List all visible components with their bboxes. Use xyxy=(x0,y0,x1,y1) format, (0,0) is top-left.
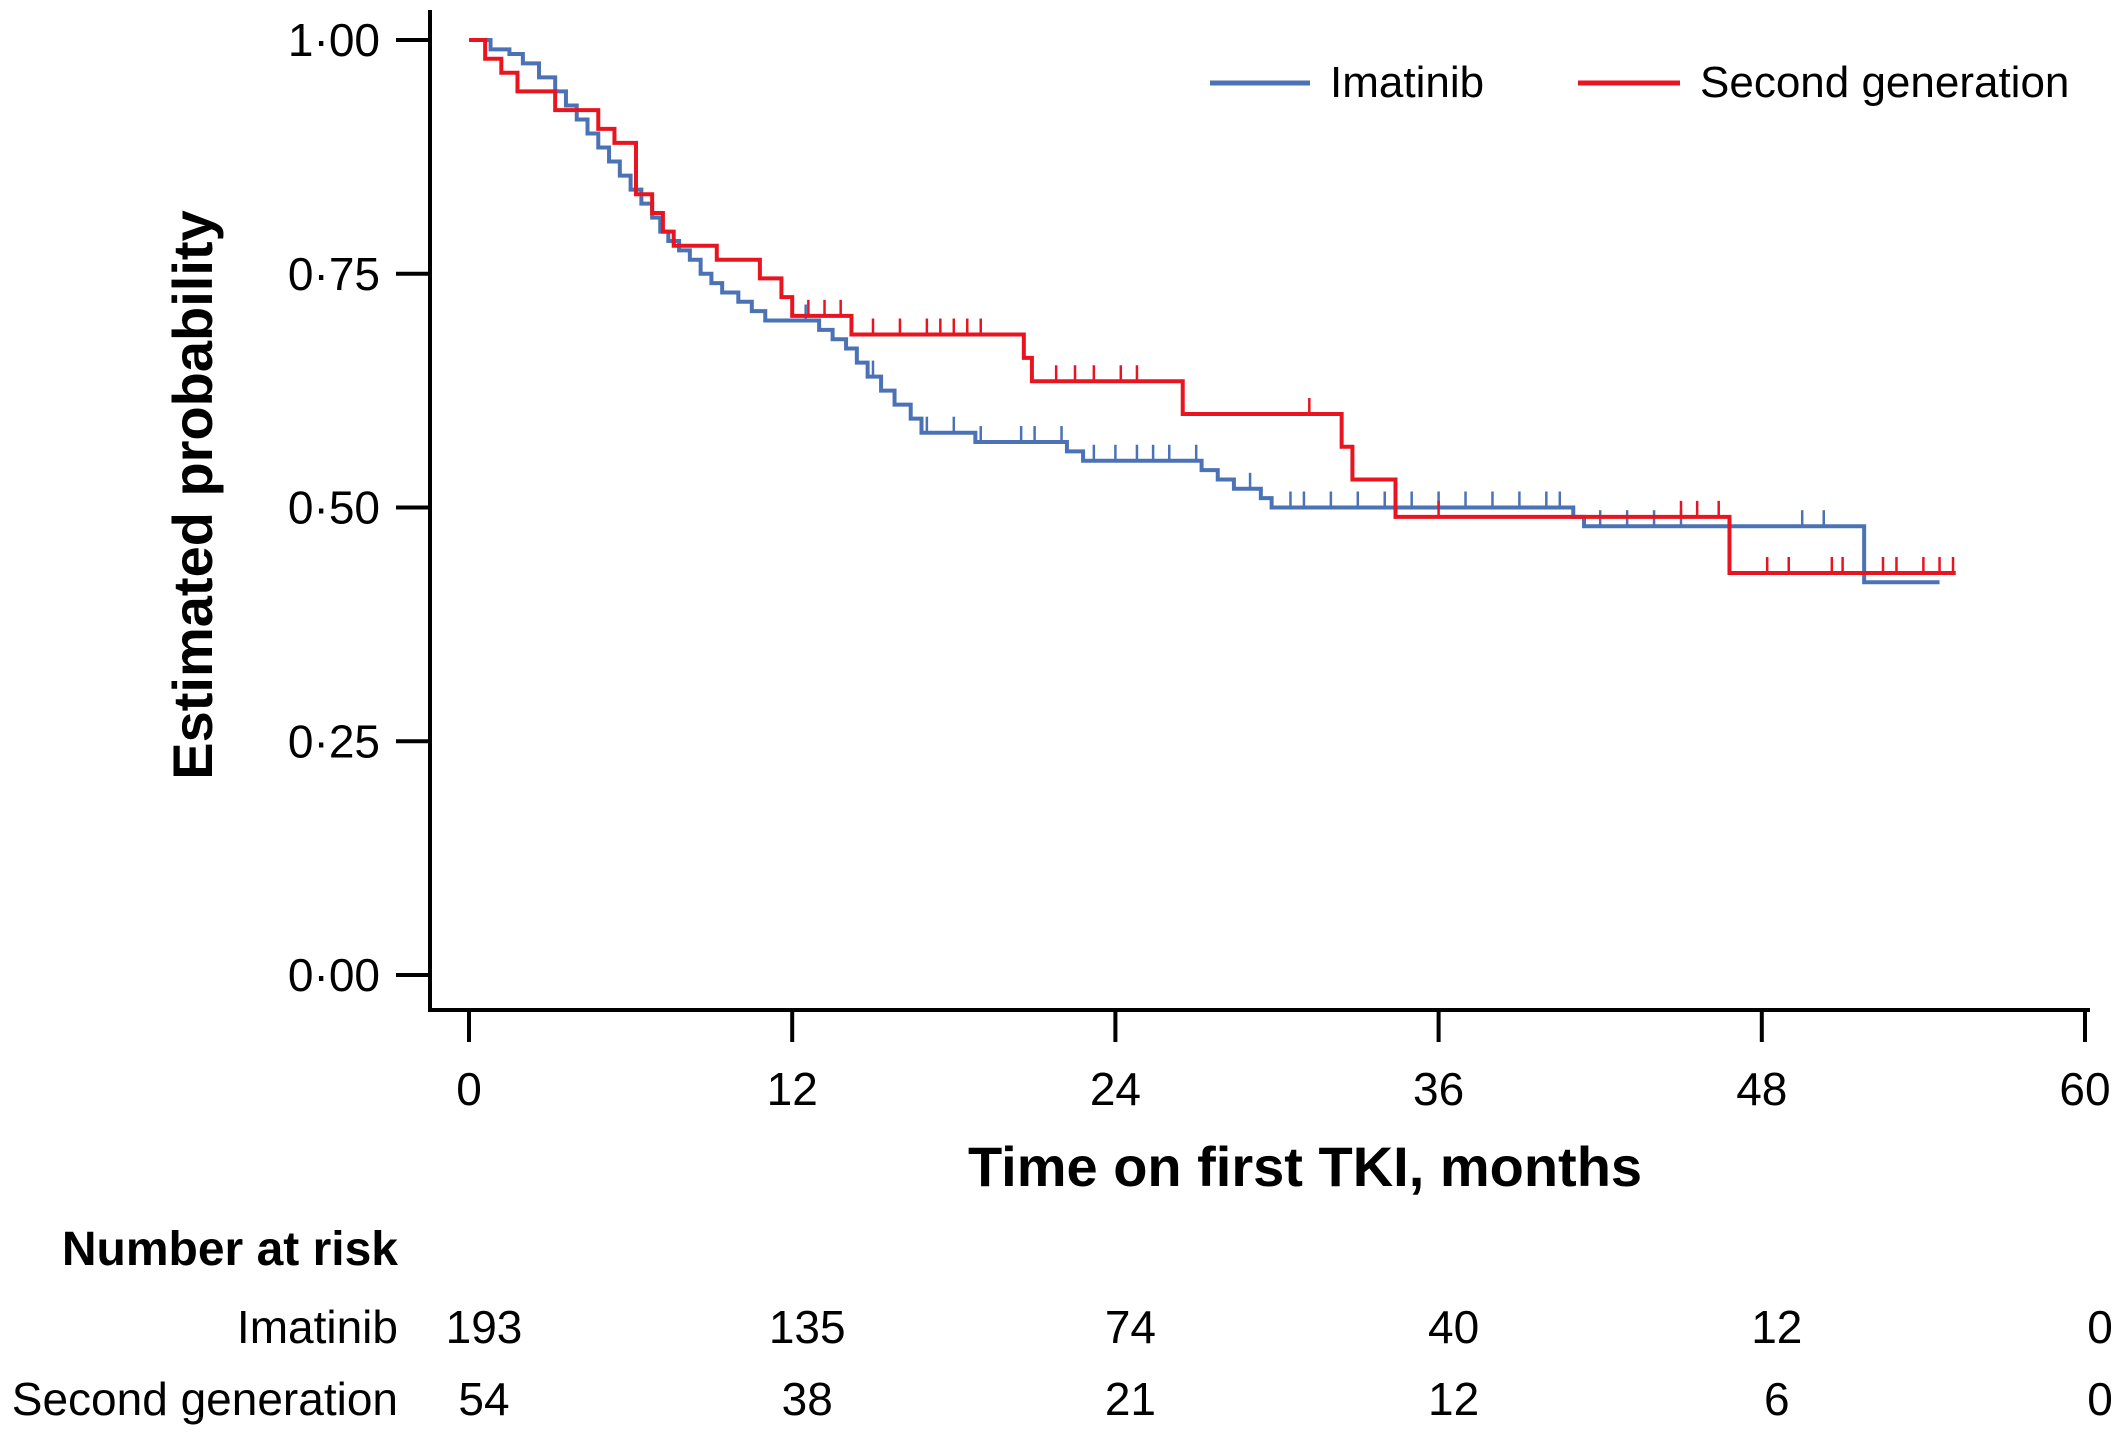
series-line-second-generation xyxy=(469,38,1956,575)
y-axis-title: Estimated probability xyxy=(161,210,224,779)
risk-table-title: Number at risk xyxy=(62,1223,398,1276)
y-tick-label: 0·50 xyxy=(288,482,380,534)
risk-value: 40 xyxy=(1428,1301,1479,1353)
risk-value: 135 xyxy=(769,1301,846,1353)
risk-value: 193 xyxy=(446,1301,523,1353)
risk-value: 12 xyxy=(1428,1373,1479,1425)
y-tick-label: 0·00 xyxy=(288,949,380,1001)
y-tick-label: 0·75 xyxy=(288,248,380,300)
risk-value: 12 xyxy=(1751,1301,1802,1353)
risk-row-label: Second generation xyxy=(12,1373,398,1425)
risk-value: 74 xyxy=(1105,1301,1156,1353)
x-tick-label: 60 xyxy=(2059,1063,2110,1115)
legend-label: Imatinib xyxy=(1330,58,1484,107)
x-tick-label: 12 xyxy=(767,1063,818,1115)
series-line-imatinib xyxy=(469,38,1940,585)
risk-value: 54 xyxy=(458,1373,509,1425)
number-at-risk-table: Number at risk Imatinib 193 135 74 40 12 0 Seco… xyxy=(12,1223,2113,1425)
legend: Imatinib Second generation xyxy=(1210,58,2069,107)
x-tick-label: 0 xyxy=(456,1063,482,1115)
x-tick-label: 48 xyxy=(1736,1063,1787,1115)
risk-value: 6 xyxy=(1764,1373,1790,1425)
risk-value: 0 xyxy=(2087,1373,2113,1425)
risk-value: 38 xyxy=(782,1373,833,1425)
x-tick-label: 24 xyxy=(1090,1063,1141,1115)
x-tick-label: 36 xyxy=(1413,1063,1464,1115)
legend-label: Second generation xyxy=(1700,58,2069,107)
risk-value: 21 xyxy=(1105,1373,1156,1425)
y-tick-label: 0·25 xyxy=(288,715,380,767)
x-axis-title: Time on first TKI, months xyxy=(968,1135,1642,1198)
risk-value: 0 xyxy=(2087,1301,2113,1353)
y-tick-label: 1·00 xyxy=(288,14,380,66)
series-layer xyxy=(469,38,1956,585)
risk-row-label: Imatinib xyxy=(237,1301,398,1353)
axes: 0·00 0·25 0·50 0·75 1·00 0 12 24 36 48 60 xyxy=(288,10,2111,1115)
